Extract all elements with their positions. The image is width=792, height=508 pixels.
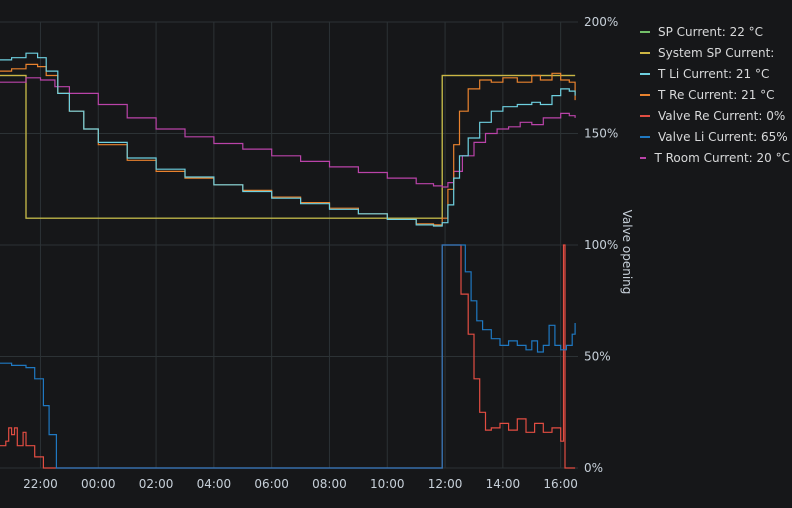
series-line-system-sp bbox=[0, 74, 576, 219]
x-tick-label: 14:00 bbox=[486, 477, 521, 491]
legend-label: Valve Li Current: 65% bbox=[658, 129, 788, 144]
series-line-valve-re bbox=[0, 244, 576, 469]
legend-swatch bbox=[640, 135, 650, 138]
y-tick-label: 150% bbox=[584, 127, 618, 141]
y-tick-label: 100% bbox=[584, 238, 618, 252]
legend: SP Current: 22 °C System SP Current: T Li … bbox=[640, 21, 790, 168]
x-tick-label: 02:00 bbox=[139, 477, 174, 491]
x-tick-label: 00:00 bbox=[81, 477, 116, 491]
legend-label: T Re Current: 21 °C bbox=[658, 87, 775, 102]
series-line-t-room bbox=[0, 77, 576, 188]
legend-swatch bbox=[640, 30, 650, 33]
x-tick-label: 04:00 bbox=[197, 477, 232, 491]
y-tick-label: 0% bbox=[584, 461, 603, 475]
legend-item-valve-re[interactable]: Valve Re Current: 0% bbox=[640, 105, 790, 126]
y-axis-label: Valve opening bbox=[620, 210, 634, 295]
legend-item-t-li[interactable]: T Li Current: 21 °C bbox=[640, 63, 790, 84]
series-line-t-li bbox=[0, 52, 576, 227]
legend-item-valve-li[interactable]: Valve Li Current: 65% bbox=[640, 126, 790, 147]
legend-label: T Li Current: 21 °C bbox=[658, 66, 770, 81]
legend-item-system-sp[interactable]: System SP Current: bbox=[640, 42, 790, 63]
x-tick-label: 08:00 bbox=[312, 477, 347, 491]
legend-label: System SP Current: bbox=[658, 45, 775, 60]
legend-swatch bbox=[640, 93, 650, 96]
legend-item-t-room[interactable]: T Room Current: 20 °C bbox=[640, 147, 790, 168]
legend-label: SP Current: 22 °C bbox=[658, 24, 764, 39]
legend-swatch bbox=[640, 51, 650, 54]
x-tick-label: 06:00 bbox=[254, 477, 289, 491]
y-tick-label: 50% bbox=[584, 350, 611, 364]
legend-label: T Room Current: 20 °C bbox=[654, 150, 790, 165]
legend-item-t-re[interactable]: T Re Current: 21 °C bbox=[640, 84, 790, 105]
legend-swatch bbox=[640, 156, 647, 159]
legend-swatch bbox=[640, 72, 650, 75]
series-line-valve-li bbox=[0, 244, 576, 469]
legend-label: Valve Re Current: 0% bbox=[658, 108, 786, 123]
legend-item-sp[interactable]: SP Current: 22 °C bbox=[640, 21, 790, 42]
x-tick-label: 16:00 bbox=[543, 477, 578, 491]
series-line-t-re bbox=[0, 63, 576, 226]
x-tick-label: 22:00 bbox=[23, 477, 58, 491]
legend-swatch bbox=[640, 114, 650, 117]
x-tick-label: 12:00 bbox=[428, 477, 463, 491]
x-tick-label: 10:00 bbox=[370, 477, 405, 491]
y-tick-label: 200% bbox=[584, 15, 618, 29]
